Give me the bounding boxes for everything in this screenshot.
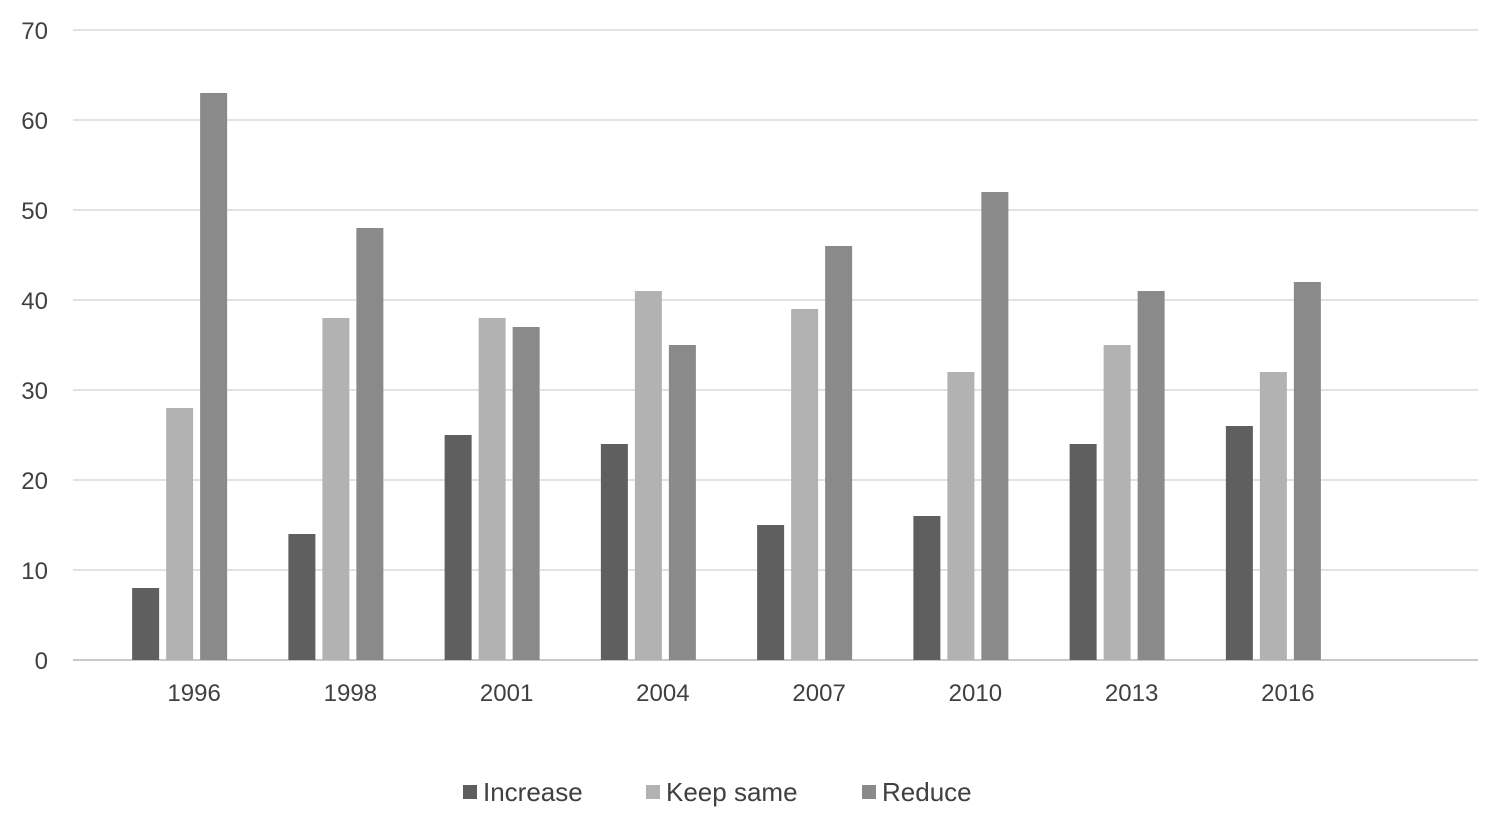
x-tick-label: 2013 [1105,680,1158,707]
bar-reduce-2004 [668,345,696,660]
bar-reduce-2016 [1293,282,1321,660]
bar-keep-same-2013 [1103,345,1131,660]
y-tick-label: 60 [21,108,48,135]
bar-reduce-2007 [825,246,853,660]
bars [132,93,1321,660]
x-tick-label: 2010 [949,680,1002,707]
y-tick-label: 0 [35,648,48,675]
x-tick-label: 2007 [792,680,845,707]
legend: Increase Keep same Reduce [463,777,972,807]
x-tick-label: 2016 [1261,680,1314,707]
bar-increase-1998 [288,534,316,660]
bar-increase-2013 [1069,444,1097,660]
bar-keep-same-2007 [791,309,819,660]
x-tick-label: 1998 [324,680,377,707]
bar-reduce-2010 [981,192,1009,660]
bar-keep-same-2016 [1259,372,1287,660]
y-tick-label: 50 [21,198,48,225]
legend-swatch [463,785,477,799]
legend-label: Reduce [882,777,972,807]
bar-keep-same-2004 [634,291,662,660]
x-tick-label: 1996 [167,680,220,707]
bar-keep-same-2010 [947,372,975,660]
bar-keep-same-2001 [478,318,506,660]
y-tick-label: 20 [21,468,48,495]
bar-increase-2004 [600,444,628,660]
y-axis-tick-labels: 0 10 20 30 40 50 60 70 [21,18,48,675]
bar-increase-2016 [1225,426,1253,660]
x-axis-tick-labels: 1996 1998 2001 2004 2007 2010 2013 2016 [167,680,1314,707]
y-tick-label: 10 [21,558,48,585]
legend-swatch [862,785,876,799]
bar-increase-2007 [757,525,785,660]
bar-increase-1996 [132,588,160,660]
bar-keep-same-1996 [166,408,194,660]
legend-item-reduce: Reduce [862,777,972,807]
bar-reduce-1998 [356,228,384,660]
y-tick-label: 70 [21,18,48,45]
bar-keep-same-1998 [322,318,350,660]
bar-reduce-2001 [512,327,540,660]
legend-item-keep-same: Keep same [646,777,798,807]
y-tick-label: 40 [21,288,48,315]
bar-reduce-2013 [1137,291,1165,660]
y-tick-label: 30 [21,378,48,405]
bar-increase-2010 [913,516,941,660]
legend-swatch [646,785,660,799]
bar-reduce-1996 [200,93,228,660]
x-tick-label: 2004 [636,680,689,707]
x-tick-label: 2001 [480,680,533,707]
legend-label: Increase [483,777,583,807]
bar-increase-2001 [444,435,472,660]
legend-label: Keep same [666,777,798,807]
legend-item-increase: Increase [463,777,583,807]
